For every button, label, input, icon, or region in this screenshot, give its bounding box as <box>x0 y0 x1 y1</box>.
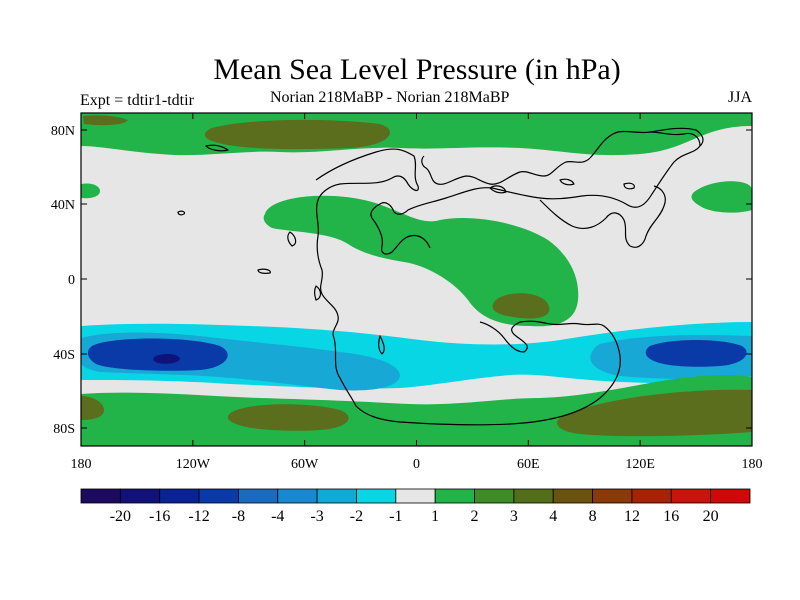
colorbar-swatch <box>474 488 515 504</box>
north-island-f <box>257 268 271 274</box>
inner-coastline <box>539 185 666 248</box>
north-island-a <box>205 144 229 152</box>
east-coast-segment <box>649 131 701 147</box>
arctic-strong-core-east <box>83 115 128 126</box>
colorbar-swatch <box>356 488 397 504</box>
southern-deep-core-east <box>645 340 747 367</box>
colorbar-swatch <box>395 488 436 504</box>
y-tick-label: 80S <box>53 422 75 437</box>
south-island-a <box>378 335 385 355</box>
y-tick-label: 0 <box>68 273 75 288</box>
colorbar-label: 1 <box>431 508 439 525</box>
colorbar-label: 20 <box>703 508 719 525</box>
colorbar-swatch <box>119 488 161 504</box>
colorbar-label: 16 <box>663 508 679 525</box>
antarctic-strong-core-edge <box>81 396 104 420</box>
island-arc <box>287 231 297 247</box>
antarctic-strong-core-east <box>556 389 752 437</box>
colorbar-swatch <box>710 488 751 504</box>
colorbar-label: -20 <box>110 508 131 525</box>
colorbar-swatch <box>513 488 554 504</box>
colorbar-swatch <box>277 488 318 504</box>
x-tick-label: 120E <box>625 457 655 472</box>
central-positive-region <box>263 195 579 327</box>
coastlines <box>177 127 704 426</box>
southern-deepest-spot <box>153 353 180 364</box>
period-label: Norian 218MaBP - Norian 218MaBP <box>270 89 510 106</box>
colorbar-label: 3 <box>510 508 518 525</box>
colorbar-swatch <box>238 488 279 504</box>
y-tick-label: 80N <box>51 124 75 139</box>
colorbar-swatch <box>198 488 239 504</box>
colorbar-label: 8 <box>589 508 597 525</box>
map-field <box>81 113 752 446</box>
colorbar-swatch <box>434 488 475 504</box>
central-strong-core <box>492 293 550 319</box>
arctic-strong-core <box>204 119 390 150</box>
southern-deep-core-west <box>87 338 228 371</box>
north-island-c <box>559 178 575 186</box>
tick-labels: 80N 40N 0 40S 80S 180 120W 60W 0 60E 120E 180 <box>51 124 763 472</box>
pangea-coastline <box>315 127 704 426</box>
colorbar-label: -1 <box>389 508 402 525</box>
colorbar-swatch <box>80 488 121 504</box>
south-island-b <box>313 285 322 301</box>
colorbar-label: 12 <box>624 508 640 525</box>
experiment-label: Expt = tdtir1-tdtir <box>80 92 194 109</box>
chart-title: Mean Sea Level Pressure (in hPa) <box>213 53 621 86</box>
tick-marks <box>80 113 753 446</box>
colorbar-swatch <box>159 488 200 504</box>
west-positive-blob <box>81 183 100 199</box>
colorbar-label: -3 <box>310 508 323 525</box>
colorbar: -20 -16 -12 -8 -4 -3 -2 -1 1 2 3 4 8 12 16 20 <box>80 488 751 525</box>
antarctic-strong-core-west <box>227 404 349 431</box>
north-island-e <box>177 210 186 216</box>
colorbar-label: -16 <box>149 508 170 525</box>
x-tick-label: 0 <box>413 457 420 472</box>
north-island-d <box>623 182 635 190</box>
y-tick-label: 40S <box>53 348 75 363</box>
colorbar-swatch <box>552 488 593 504</box>
colorbar-swatch <box>592 488 633 504</box>
x-tick-label: 120W <box>176 457 211 472</box>
colorbar-swatch <box>631 488 672 504</box>
season-label: JJA <box>727 89 752 106</box>
x-tick-label: 60W <box>291 457 319 472</box>
colorbar-label: 4 <box>549 508 557 525</box>
colorbar-label: 2 <box>471 508 479 525</box>
colorbar-label: -8 <box>232 508 245 525</box>
colorbar-swatch <box>670 488 712 504</box>
x-tick-label: 180 <box>71 457 92 472</box>
colorbar-label: -12 <box>188 508 209 525</box>
colorbar-swatch <box>316 488 357 504</box>
east-positive-blob <box>691 181 752 213</box>
north-island-b <box>489 185 507 194</box>
colorbar-label: -4 <box>271 508 284 525</box>
colorbar-label: -2 <box>350 508 363 525</box>
y-tick-label: 40N <box>51 198 75 213</box>
x-tick-label: 180 <box>742 457 763 472</box>
x-tick-label: 60E <box>517 457 540 472</box>
